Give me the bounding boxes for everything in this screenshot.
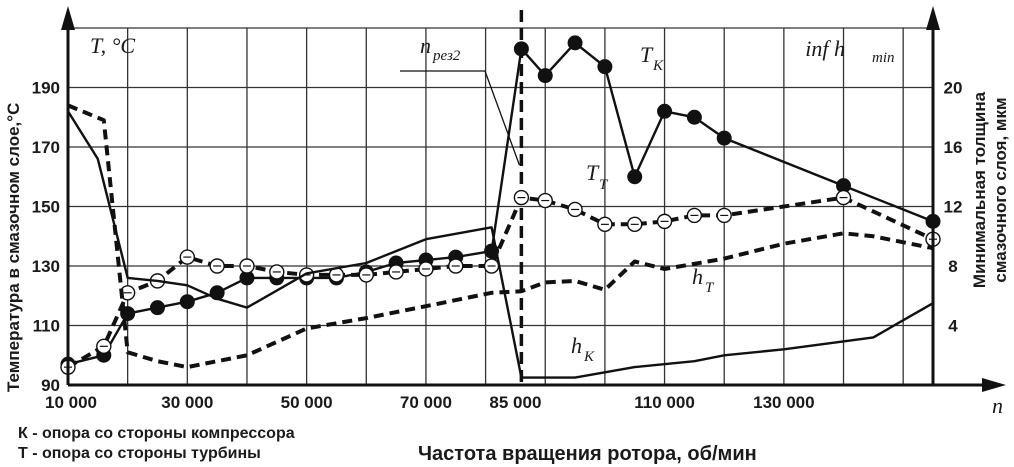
data-point-t_k — [537, 68, 553, 84]
x-axis-symbol: n — [992, 393, 1003, 418]
data-point-t_k — [567, 35, 583, 51]
resonance-label-sub: рез2 — [432, 48, 461, 64]
y-axis-right-label-line2: смазочного слоя, мкм — [991, 97, 1010, 282]
data-point-t_k — [513, 41, 529, 57]
x-tick-label: 10 000 — [45, 393, 97, 412]
y-left-tick-label: 170 — [32, 138, 60, 157]
grid — [68, 27, 933, 385]
series-label-tt-sub: T — [599, 177, 609, 193]
legend-compressor: К - опора со стороны компрессора — [18, 425, 295, 442]
data-point-t_k — [686, 109, 702, 125]
x-tick-label: 110 000 — [634, 393, 695, 412]
y-right-tick-label: 12 — [944, 198, 963, 217]
data-point-t_k — [836, 178, 852, 194]
series-label-tt-main: T — [586, 160, 600, 185]
left-axis-symbol: T, °C — [90, 33, 135, 58]
resonance-label-main: n — [420, 33, 431, 58]
y-axis-right-arrow — [926, 6, 940, 30]
x-axis-arrow — [982, 378, 1006, 392]
y-axis-left-label-unit: °C — [4, 103, 23, 122]
series-label-hk-sub: K — [583, 349, 595, 365]
series-label-tk-sub: K — [652, 58, 664, 74]
series-line-t_t — [66, 195, 934, 369]
series-label-hk-main: h — [571, 333, 582, 358]
data-point-t_k — [597, 59, 613, 75]
x-axis-label: Частота вращения ротора, об/мин — [418, 443, 757, 465]
data-point-t_k — [627, 169, 643, 185]
series-label-ht-sub: T — [705, 280, 715, 296]
right-axis-symbol-main: inf h — [805, 36, 845, 61]
y-right-tick-label: 16 — [944, 138, 963, 157]
data-point-t_k — [149, 300, 165, 316]
y-axis-left-label-text: Температура в смазочном слое, — [4, 122, 23, 392]
x-tick-label: 85 000 — [489, 393, 541, 412]
y-left-tick-label: 90 — [41, 376, 60, 395]
y-right-tick-label: 20 — [944, 79, 963, 98]
y-left-tick-label: 110 — [33, 317, 60, 336]
series-line-h_t — [67, 103, 934, 370]
axes — [61, 6, 1006, 392]
y-left-tick-label: 150 — [32, 198, 60, 217]
y-axis-left-arrow — [61, 6, 75, 30]
tick-labels: 90 110 130 150 170 190 4 8 12 16 20 10 000 30 000 50 … — [32, 79, 963, 413]
y-axis-left-label: Температура в смазочном слое,°C — [4, 103, 23, 392]
resonance-leader-line — [400, 70, 520, 166]
data-point-t_k — [657, 103, 673, 119]
x-tick-label: 130 000 — [753, 393, 814, 412]
series-layer — [60, 10, 941, 385]
y-right-tick-label: 4 — [948, 317, 958, 336]
data-point-t_k — [716, 130, 732, 146]
y-left-tick-label: 130 — [32, 257, 60, 276]
y-right-tick-label: 8 — [948, 257, 957, 276]
legend-turbine: Т - опора со стороны турбины — [18, 445, 261, 462]
series-label-ht-main: h — [692, 264, 703, 289]
data-point-t_k — [179, 294, 195, 310]
x-tick-label: 50 000 — [281, 393, 333, 412]
series-label-tk-main: T — [640, 42, 654, 67]
y-left-tick-label: 190 — [32, 79, 60, 98]
x-tick-label: 30 000 — [161, 393, 213, 412]
x-tick-label: 70 000 — [400, 393, 452, 412]
series-line-h_k — [66, 110, 934, 379]
data-point-t_k — [239, 270, 255, 286]
y-axis-right-label-line1: Минимальная толщина — [970, 91, 989, 288]
right-axis-symbol-sub: min — [872, 50, 895, 66]
